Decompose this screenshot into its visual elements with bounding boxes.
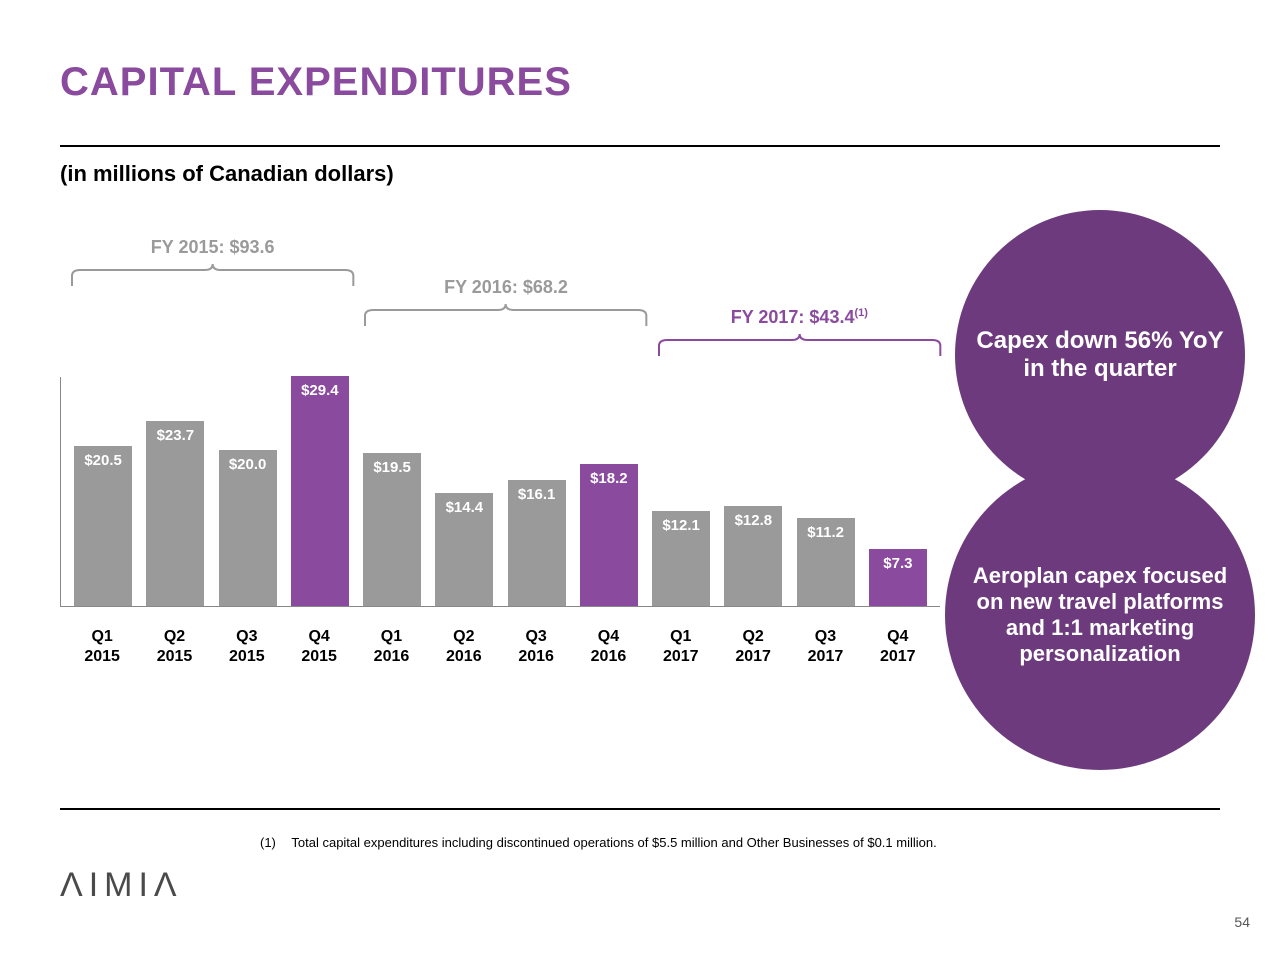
x-axis: Q12015Q22015Q32015Q42015Q12016Q22016Q320… (60, 617, 940, 667)
bar-value-label: $20.5 (74, 452, 132, 469)
bar: $20.5 (74, 446, 132, 606)
callout-1: Capex down 56% YoY in the quarter (955, 210, 1245, 500)
bar-value-label: $16.1 (508, 486, 566, 503)
bar-slot: $16.1 (501, 480, 573, 606)
bar-slot: $12.1 (645, 511, 717, 606)
bar-slot: $12.8 (717, 506, 789, 606)
bar-value-label: $19.5 (363, 459, 421, 476)
bar: $18.2 (580, 464, 638, 606)
page-title: CAPITAL EXPENDITURES (60, 60, 1220, 105)
brace-icon (359, 302, 652, 328)
capex-chart: FY 2015: $93.6FY 2016: $68.2FY 2017: $43… (60, 247, 960, 667)
bar: $29.4 (291, 376, 349, 606)
bar-value-label: $20.0 (219, 456, 277, 473)
fy-annotation: FY 2015: $93.6 (66, 237, 359, 288)
fy-annotation: FY 2017: $43.4(1) (653, 307, 946, 358)
brace-icon (653, 332, 946, 358)
bar: $14.4 (435, 493, 493, 606)
bar-value-label: $11.2 (797, 524, 855, 541)
bar: $7.3 (869, 549, 927, 606)
x-axis-label: Q32016 (500, 617, 572, 667)
bar: $12.8 (724, 506, 782, 606)
callout-2: Aeroplan capex focused on new travel pla… (945, 460, 1255, 770)
bar-slot: $20.0 (212, 450, 284, 606)
callout-group: Capex down 56% YoY in the quarter Aeropl… (940, 210, 1260, 770)
bar-value-label: $12.8 (724, 512, 782, 529)
x-axis-label: Q42017 (862, 617, 934, 667)
bar-slot: $29.4 (284, 376, 356, 606)
bar-slot: $7.3 (862, 549, 934, 606)
bar: $20.0 (219, 450, 277, 606)
bar-value-label: $18.2 (580, 470, 638, 487)
divider-bottom (60, 808, 1220, 810)
bar: $12.1 (652, 511, 710, 606)
x-axis-label: Q12015 (66, 617, 138, 667)
subtitle: (in millions of Canadian dollars) (60, 161, 1220, 187)
logo: ΛIMIΛ (60, 866, 183, 905)
divider-top (60, 145, 1220, 147)
bar-value-label: $14.4 (435, 499, 493, 516)
bar-value-label: $29.4 (291, 382, 349, 399)
footnote-text: Total capital expenditures including dis… (291, 835, 936, 850)
bar-slot: $19.5 (356, 453, 428, 606)
x-axis-label: Q42016 (572, 617, 644, 667)
x-axis-label: Q22016 (428, 617, 500, 667)
callout-1-text: Capex down 56% YoY in the quarter (975, 327, 1225, 383)
fy-label: FY 2015: $93.6 (66, 237, 359, 258)
bar: $16.1 (508, 480, 566, 606)
x-axis-label: Q32017 (789, 617, 861, 667)
x-axis-label: Q42015 (283, 617, 355, 667)
x-axis-label: Q12016 (355, 617, 427, 667)
bar-slot: $23.7 (139, 421, 211, 606)
chart-plot-area: $20.5 $23.7 $20.0 $29.4 $19.5 $14.4 $16.1 $18.2… (60, 377, 940, 607)
x-axis-label: Q12017 (645, 617, 717, 667)
x-axis-label: Q32015 (211, 617, 283, 667)
callout-2-text: Aeroplan capex focused on new travel pla… (965, 563, 1235, 667)
bar-slot: $20.5 (67, 446, 139, 606)
bar-value-label: $23.7 (146, 427, 204, 444)
bar: $19.5 (363, 453, 421, 606)
bar-slot: $18.2 (573, 464, 645, 606)
x-axis-label: Q22017 (717, 617, 789, 667)
bar-value-label: $12.1 (652, 517, 710, 534)
bar-slot: $14.4 (428, 493, 500, 606)
page-number: 54 (1234, 914, 1250, 930)
fy-annotation: FY 2016: $68.2 (359, 277, 652, 328)
bar: $11.2 (797, 518, 855, 606)
bar: $23.7 (146, 421, 204, 606)
footnote: (1) Total capital expenditures including… (260, 835, 937, 850)
x-axis-label: Q22015 (138, 617, 210, 667)
bar-value-label: $7.3 (869, 555, 927, 572)
footnote-num: (1) (260, 835, 288, 850)
brace-icon (66, 262, 359, 288)
fy-label: FY 2017: $43.4(1) (653, 307, 946, 328)
fy-label: FY 2016: $68.2 (359, 277, 652, 298)
bar-slot: $11.2 (790, 518, 862, 606)
